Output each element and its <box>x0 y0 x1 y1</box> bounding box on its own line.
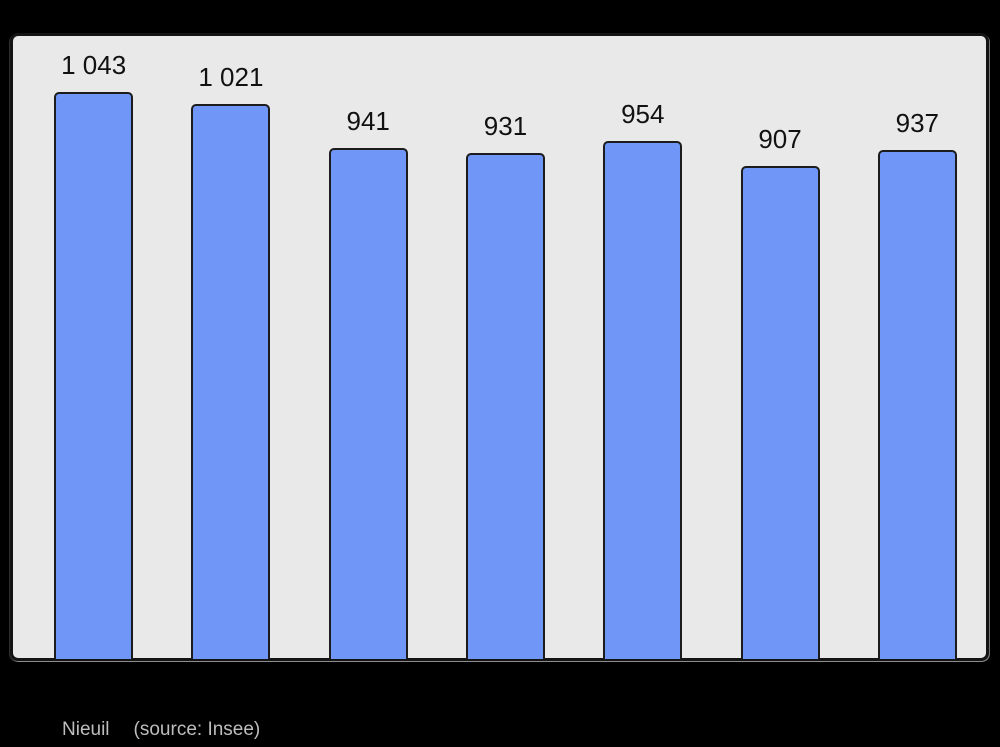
chart-frame: 1 043 1 021 941 931 954 907 937 <box>10 33 989 661</box>
caption: Nieuil (source: Insee) <box>62 719 260 741</box>
bar-column: 941 <box>300 36 437 659</box>
plot-area: 1 043 1 021 941 931 954 907 937 <box>13 36 986 659</box>
bar-value-label: 931 <box>483 111 528 142</box>
bar-value-label: 954 <box>621 98 665 129</box>
bar-value-label: 1 021 <box>198 62 264 93</box>
caption-commune-name: Nieuil <box>62 719 110 740</box>
bar <box>191 104 271 659</box>
bar-column: 954 <box>574 36 711 659</box>
bar-value-label: 907 <box>758 124 802 155</box>
bar-value-label: 1 043 <box>61 50 127 81</box>
bar <box>877 150 957 659</box>
bar-value-label: 937 <box>895 108 940 139</box>
bar <box>328 147 408 659</box>
bar-column: 1 021 <box>162 36 299 659</box>
caption-source: (source: Insee) <box>133 719 261 740</box>
bar-column: 907 <box>711 36 848 659</box>
bar-column: 937 <box>849 36 986 659</box>
bar <box>740 166 820 659</box>
bar <box>54 92 134 659</box>
bar-column: 931 <box>437 36 574 659</box>
bar <box>465 153 545 659</box>
bar-column: 1 043 <box>25 36 162 659</box>
bar <box>603 140 683 659</box>
bar-value-label: 941 <box>346 105 390 136</box>
